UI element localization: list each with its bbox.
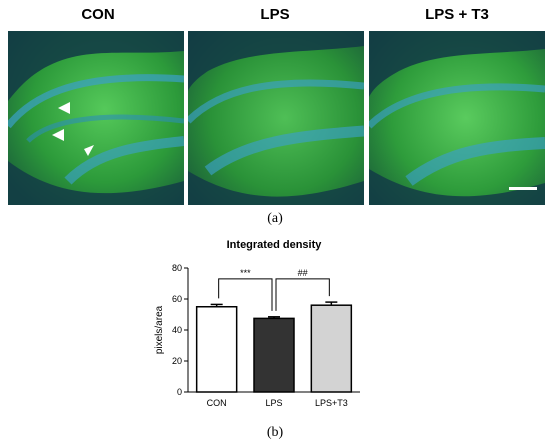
y-tick-label: 20 [172,356,182,366]
x-tick-label: CON [207,398,227,408]
micrograph-lps-t3 [369,31,545,205]
y-tick-label: 60 [172,294,182,304]
micrograph-con [8,31,184,205]
significance-label: *** [240,268,251,278]
arrowhead-3 [84,145,94,156]
micrograph-lps [188,31,364,205]
bar-lps [253,317,295,393]
bar-con [195,306,238,393]
caption-a: (a) [267,211,283,226]
significance-bracket [275,278,330,311]
significance-label: ## [298,268,308,278]
x-tick-label: LPS [265,398,282,408]
arrowhead-1 [58,102,70,114]
y-tick-label: 80 [172,263,182,273]
panel-title-lps-t3: LPS + T3 [425,6,489,23]
panel-title-con: CON [81,6,115,23]
bar-chart: Integrated density 0 20 40 60 80 pixels/area CO… [154,239,360,408]
y-tick-label: 0 [177,387,182,397]
panel-title-lps: LPS [260,6,290,23]
scale-bar [509,187,537,190]
significance-bracket [218,278,273,311]
arrowhead-2 [52,129,64,141]
caption-b: (b) [266,425,284,440]
y-tick-label: 40 [172,325,182,335]
x-tick-label: LPS+T3 [315,398,348,408]
bar-lps-t3 [310,304,353,393]
chart-title: Integrated density [227,239,323,251]
y-axis-label: pixels/area [154,305,165,354]
